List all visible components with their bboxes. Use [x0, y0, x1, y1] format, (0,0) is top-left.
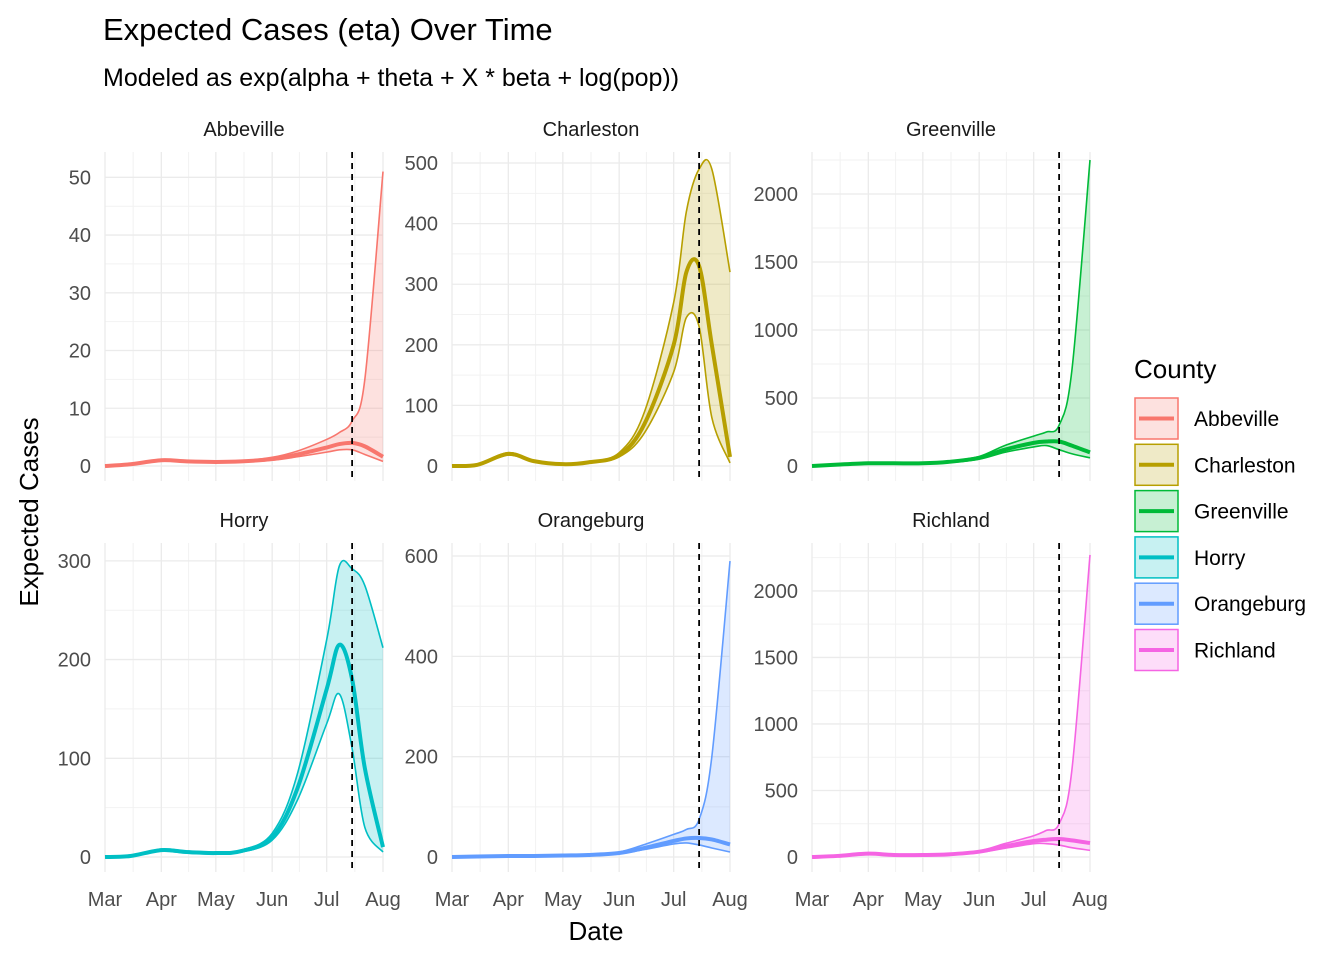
- panel-horry: Horry 0 100 200 300 Mar Apr May Jun Jul Aug: [58, 510, 401, 911]
- legend-label-orangeburg: Orangeburg: [1194, 593, 1306, 616]
- y-tick-label: 0: [427, 847, 438, 869]
- x-tick-label: Aug: [1072, 889, 1108, 911]
- y-tick-label: 0: [787, 847, 798, 869]
- line-mean-horry: [104, 642, 385, 859]
- y-tick-label: 1500: [754, 252, 799, 274]
- x-tick-label: Apr: [146, 889, 177, 911]
- y-tick-label: 400: [405, 646, 438, 668]
- panel-orangeburg: Orangeburg 0 200 400 600 Mar Apr May Jun Jul Aug: [405, 510, 748, 911]
- legend-item-charleston: Charleston: [1134, 443, 1296, 487]
- strip-label-greenville: Greenville: [906, 119, 996, 141]
- ribbon-abbeville: [105, 171, 383, 467]
- strip-label-abbeville: Abbeville: [203, 119, 284, 141]
- legend-label-charleston: Charleston: [1194, 454, 1296, 477]
- legend-item-abbeville: Abbeville: [1134, 397, 1279, 440]
- strip-label-charleston: Charleston: [543, 119, 640, 141]
- x-tick-label: Jul: [661, 889, 687, 911]
- y-tick-label: 10: [69, 398, 91, 420]
- ribbon-greenville: [812, 160, 1090, 466]
- panel-charleston: Charleston 0 100 200 300 400 500: [405, 119, 732, 481]
- panel-richland: Richland 0 500 1000 1500 2000 Mar Apr May Jun Jul A…: [754, 510, 1108, 911]
- ribbon-horry: [105, 560, 383, 857]
- legend-label-greenville: Greenville: [1194, 501, 1289, 524]
- y-tick-label: 300: [58, 551, 91, 573]
- y-tick-label: 600: [405, 546, 438, 568]
- legend-item-orangeburg: Orangeburg: [1134, 582, 1306, 625]
- y-tick-label: 0: [427, 456, 438, 478]
- y-tick-label: 0: [80, 456, 91, 478]
- x-tick-label: May: [544, 889, 582, 911]
- y-tick-label: 30: [69, 283, 91, 305]
- panel-abbeville: Abbeville 0 10 20 30 40 50: [69, 119, 385, 481]
- x-tick-label: May: [904, 889, 942, 911]
- legend: County Abbeville Charleston Greenville Horr…: [1134, 354, 1306, 672]
- strip-label-orangeburg: Orangeburg: [538, 510, 645, 532]
- y-tick-label: 200: [405, 335, 438, 357]
- y-tick-label: 500: [765, 388, 798, 410]
- strip-label-richland: Richland: [912, 510, 990, 532]
- y-tick-label: 0: [80, 847, 91, 869]
- x-tick-label: Jul: [314, 889, 340, 911]
- y-tick-label: 2000: [754, 581, 799, 603]
- legend-item-greenville: Greenville: [1134, 489, 1289, 533]
- ribbon-orangeburg: [452, 561, 730, 857]
- x-tick-label: Mar: [88, 889, 123, 911]
- x-tick-label: Mar: [435, 889, 470, 911]
- y-tick-label: 1000: [754, 714, 799, 736]
- y-tick-label: 100: [58, 748, 91, 770]
- x-tick-label: Jun: [963, 889, 995, 911]
- legend-label-abbeville: Abbeville: [1194, 408, 1279, 431]
- y-axis-title: Expected Cases: [14, 417, 44, 606]
- y-tick-label: 200: [58, 650, 91, 672]
- strip-label-horry: Horry: [220, 510, 269, 532]
- legend-label-horry: Horry: [1194, 547, 1246, 570]
- legend-title: County: [1134, 354, 1216, 384]
- chart-title: Expected Cases (eta) Over Time: [103, 12, 553, 47]
- x-tick-label: Jun: [603, 889, 635, 911]
- facet-panels: Abbeville 0 10 20 30 40 50 Charleston 0 100 200 300…: [58, 119, 1108, 911]
- legend-label-richland: Richland: [1194, 640, 1276, 663]
- x-tick-label: Apr: [493, 889, 524, 911]
- y-tick-label: 500: [405, 153, 438, 175]
- x-tick-label: Aug: [365, 889, 401, 911]
- y-tick-label: 300: [405, 274, 438, 296]
- x-axis-title: Date: [569, 916, 624, 946]
- chart-subtitle: Modeled as exp(alpha + theta + X * beta …: [103, 64, 679, 92]
- line-mean-charleston: [451, 257, 732, 469]
- y-tick-label: 20: [69, 341, 91, 363]
- y-tick-label: 200: [405, 747, 438, 769]
- y-tick-label: 0: [787, 456, 798, 478]
- x-tick-label: Jun: [256, 889, 288, 911]
- legend-item-richland: Richland: [1134, 628, 1276, 672]
- y-tick-label: 2000: [754, 184, 799, 206]
- line-mean-orangeburg: [451, 835, 731, 859]
- x-tick-label: Aug: [712, 889, 748, 911]
- ribbon-richland: [812, 554, 1090, 857]
- x-tick-label: Mar: [795, 889, 830, 911]
- line-mean-richland: [811, 837, 1091, 859]
- y-tick-label: 100: [405, 395, 438, 417]
- x-tick-label: Jul: [1021, 889, 1047, 911]
- y-tick-label: 1000: [754, 320, 799, 342]
- y-tick-label: 50: [69, 167, 91, 189]
- y-tick-label: 40: [69, 225, 91, 247]
- y-tick-label: 400: [405, 214, 438, 236]
- panel-greenville: Greenville 0 500 1000 1500 2000: [754, 119, 1091, 481]
- y-tick-label: 500: [765, 780, 798, 802]
- y-tick-label: 1500: [754, 647, 799, 669]
- x-tick-label: May: [197, 889, 235, 911]
- x-tick-label: Apr: [853, 889, 884, 911]
- legend-item-horry: Horry: [1134, 536, 1246, 579]
